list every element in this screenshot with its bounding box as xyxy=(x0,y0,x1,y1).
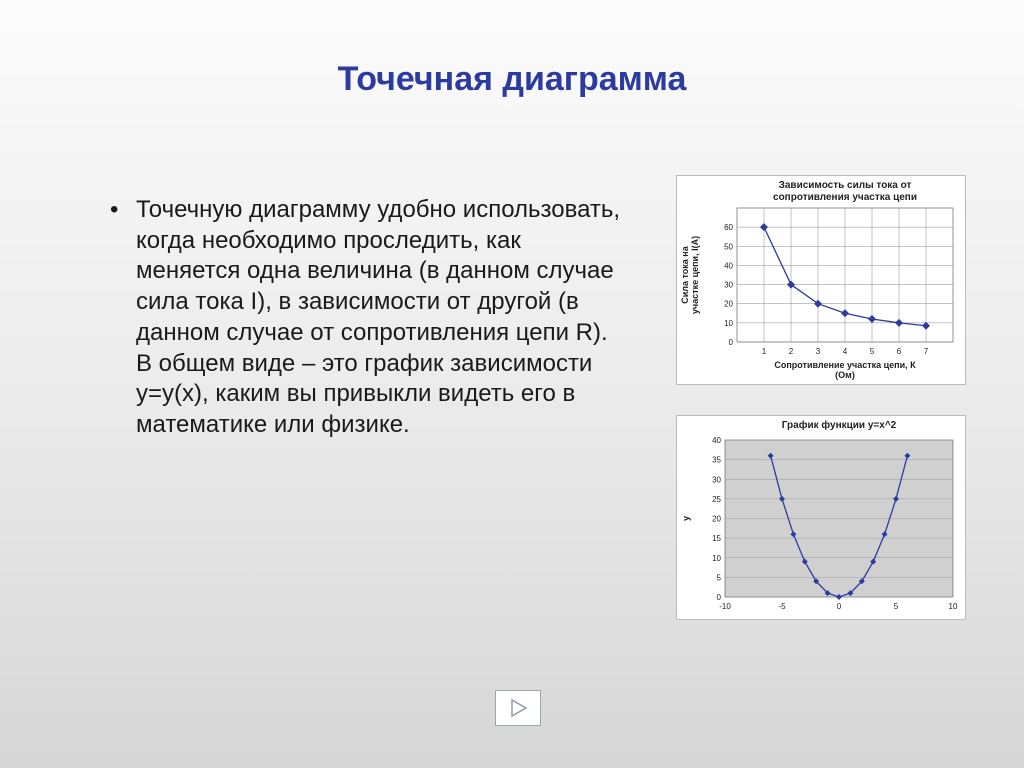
svg-text:5: 5 xyxy=(870,347,875,356)
svg-text:1: 1 xyxy=(762,347,767,356)
chart-svg: Зависимость силы тока отсопротивления уч… xyxy=(677,176,965,384)
body-paragraph: Точечную диаграмму удобно использовать, … xyxy=(136,195,630,441)
bullet-mark: • xyxy=(110,195,136,441)
next-slide-button[interactable] xyxy=(495,690,541,726)
svg-text:50: 50 xyxy=(724,242,733,251)
svg-text:40: 40 xyxy=(724,261,733,270)
svg-text:10: 10 xyxy=(712,554,721,563)
svg-text:-5: -5 xyxy=(778,602,786,611)
svg-text:60: 60 xyxy=(724,223,733,232)
svg-text:0: 0 xyxy=(837,602,842,611)
svg-text:Сопротивление участка цепи, К(: Сопротивление участка цепи, К(Ом) xyxy=(774,360,916,380)
svg-text:5: 5 xyxy=(894,602,899,611)
svg-text:40: 40 xyxy=(712,436,721,445)
svg-text:20: 20 xyxy=(724,300,733,309)
svg-text:Зависимость силы тока от: Зависимость силы тока от xyxy=(779,180,912,191)
svg-text:Сила тока научастке цепи, I(А): Сила тока научастке цепи, I(А) xyxy=(680,236,700,314)
svg-text:3: 3 xyxy=(816,347,821,356)
body-text: • Точечную диаграмму удобно использовать… xyxy=(110,195,630,441)
svg-text:-10: -10 xyxy=(719,602,731,611)
svg-text:20: 20 xyxy=(712,515,721,524)
svg-text:7: 7 xyxy=(924,347,929,356)
svg-text:4: 4 xyxy=(843,347,848,356)
svg-text:График функции y=x^2: График функции y=x^2 xyxy=(782,419,897,431)
chart-svg: График функции y=x^2 0 5 10 15 20 25 30 35 40 -10 -… xyxy=(677,416,965,619)
svg-text:0: 0 xyxy=(729,338,734,347)
svg-text:25: 25 xyxy=(712,495,721,504)
svg-text:5: 5 xyxy=(717,573,722,582)
svg-text:30: 30 xyxy=(712,475,721,484)
svg-text:35: 35 xyxy=(712,456,721,465)
chart-parabola: График функции y=x^2 0 5 10 15 20 25 30 35 40 -10 -… xyxy=(676,415,966,620)
svg-text:15: 15 xyxy=(712,534,721,543)
svg-text:10: 10 xyxy=(949,602,958,611)
svg-text:y: y xyxy=(681,516,691,521)
svg-text:сопротивления участка цепи: сопротивления участка цепи xyxy=(773,192,917,203)
svg-text:6: 6 xyxy=(897,347,902,356)
slide-title: Точечная диаграмма xyxy=(0,60,1024,99)
play-icon xyxy=(507,697,529,719)
chart-current-vs-resistance: Зависимость силы тока отсопротивления уч… xyxy=(676,175,966,385)
svg-text:0: 0 xyxy=(717,593,722,602)
svg-text:2: 2 xyxy=(789,347,794,356)
svg-text:10: 10 xyxy=(724,319,733,328)
svg-text:30: 30 xyxy=(724,281,733,290)
